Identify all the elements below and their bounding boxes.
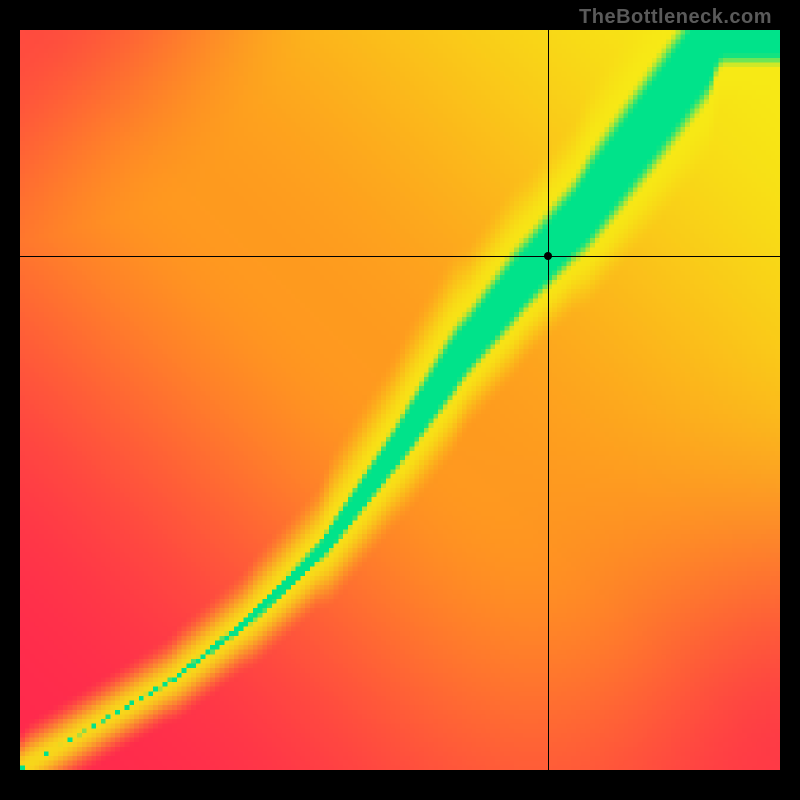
selection-marker-dot [544,252,552,260]
bottleneck-heatmap [20,30,780,770]
crosshair-vertical [548,30,549,770]
heatmap-canvas [20,30,780,770]
crosshair-horizontal [20,256,780,257]
watermark-text: TheBottleneck.com [579,6,772,29]
